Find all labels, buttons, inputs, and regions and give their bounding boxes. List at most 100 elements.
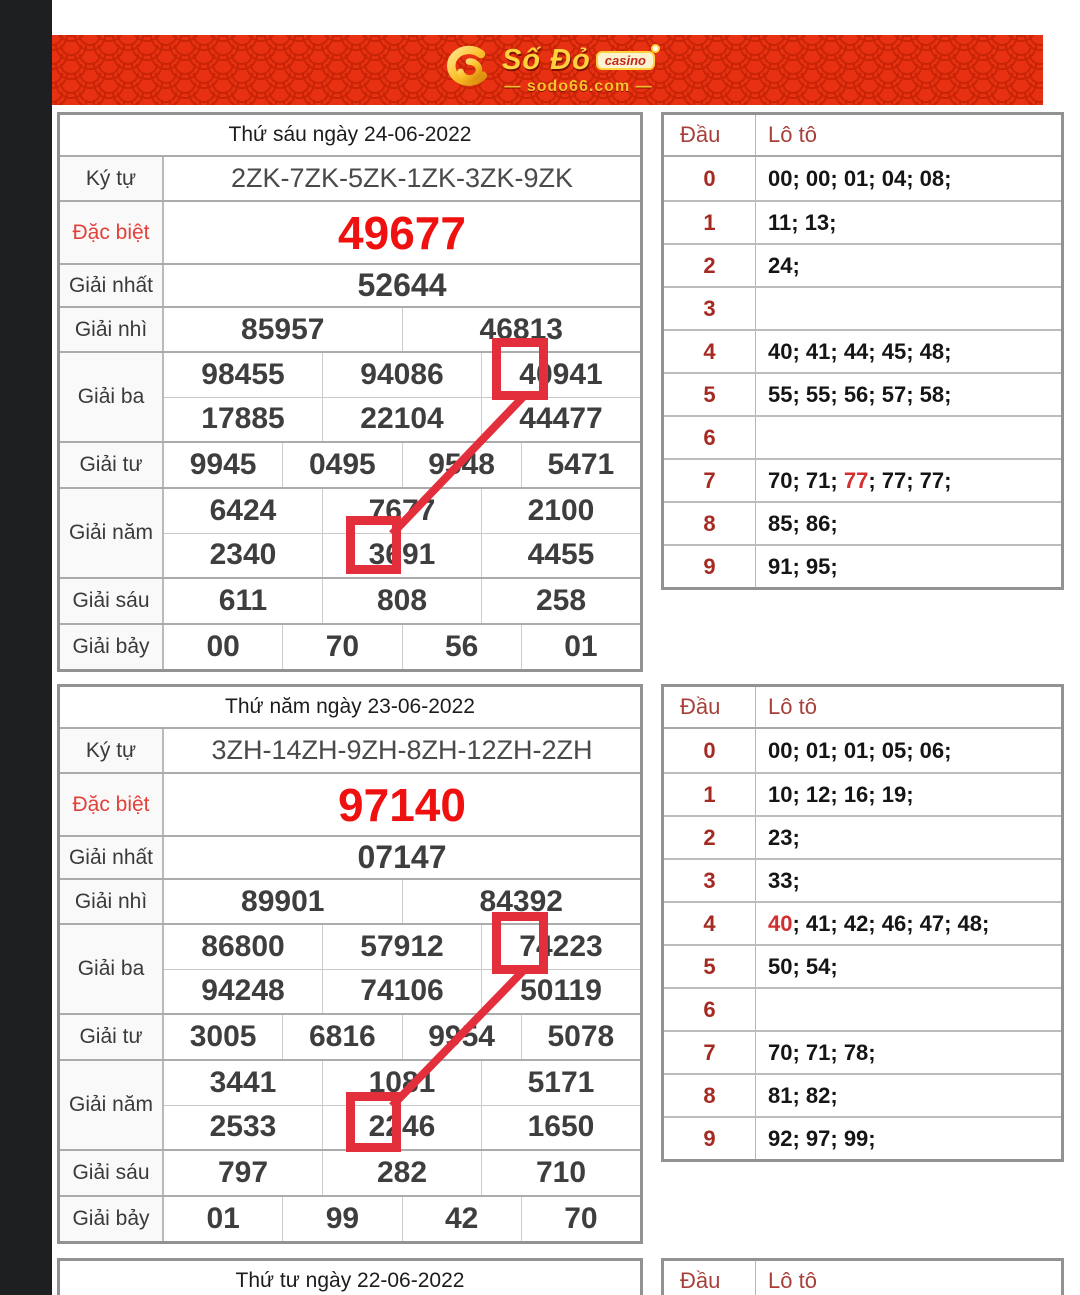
dau-digit: 0 bbox=[664, 729, 756, 772]
prize-cell: 99 bbox=[282, 1197, 401, 1241]
loto-text: 91; 95; bbox=[768, 553, 838, 579]
prize-label-dac-biet: Đặc biệt bbox=[60, 774, 164, 835]
loto-values: 24; bbox=[756, 245, 1061, 286]
loto-values: 85; 86; bbox=[756, 503, 1061, 544]
dau-digit: 1 bbox=[664, 774, 756, 815]
prize-cell: 4455 bbox=[481, 533, 640, 577]
brand-domain: — sodo66.com — bbox=[504, 77, 653, 95]
dau-loto-table-22-06: Đầu Lô tô bbox=[661, 1258, 1064, 1295]
prize-cell: 0495 bbox=[282, 443, 401, 487]
loto-text: 70; 71; 78; bbox=[768, 1039, 876, 1065]
loto-values: 00; 01; 01; 05; 06; bbox=[756, 729, 1061, 772]
dau-row: 4 40; 41; 44; 45; 48; bbox=[664, 329, 1061, 372]
prize-cell: 3005 bbox=[189, 1020, 257, 1053]
dau-header-label: Đầu bbox=[664, 1261, 756, 1295]
highlight-box bbox=[492, 912, 548, 974]
row-giai-tu: Giải tư 3005 6816 9954 5078 bbox=[60, 1013, 640, 1059]
dau-row: 9 92; 97; 99; bbox=[664, 1116, 1061, 1159]
draw-date-text: Thứ năm ngày 23-06-2022 bbox=[225, 695, 475, 718]
loto-values: 70; 71; 77; 77; 77; bbox=[756, 460, 1061, 501]
prize-label-giai-tu: Giải tư bbox=[60, 443, 164, 487]
loto-values: 70; 71; 78; bbox=[756, 1032, 1061, 1073]
prize-label-giai-bay: Giải bảy bbox=[60, 1197, 164, 1241]
dau-row: 7 70; 71; 78; bbox=[664, 1030, 1061, 1073]
dau-digit: 6 bbox=[664, 417, 756, 458]
row-giai-nhat: Giải nhất 07147 bbox=[60, 835, 640, 878]
dau-header-label: Đầu bbox=[664, 687, 756, 727]
dau-row: 5 55; 55; 56; 57; 58; bbox=[664, 372, 1061, 415]
loto-text-red: 77 bbox=[843, 467, 869, 493]
dau-row: 6 bbox=[664, 415, 1061, 458]
prize-cell: 22104 bbox=[322, 397, 481, 441]
loto-text: 40; 41; 44; 45; 48; bbox=[768, 338, 952, 364]
dau-loto-table-23-06: Đầu Lô tô 0 00; 01; 01; 05; 06; 1 10; 12; … bbox=[661, 684, 1064, 1162]
dac-biet-value: 97140 bbox=[338, 778, 466, 831]
loto-text: 85; 86; bbox=[768, 510, 838, 536]
prize-cell: 56 bbox=[401, 625, 521, 669]
prize-cell: 57912 bbox=[322, 925, 481, 969]
prize-label-dac-biet: Đặc biệt bbox=[60, 202, 164, 263]
dau-digit: 2 bbox=[664, 245, 756, 286]
prize-cell: 5471 bbox=[520, 443, 640, 487]
highlight-box bbox=[346, 1092, 401, 1152]
dau-row: 1 10; 12; 16; 19; bbox=[664, 772, 1061, 815]
brand-swirl-icon bbox=[447, 45, 488, 86]
prize-cell: 9954 bbox=[401, 1015, 521, 1059]
row-giai-nhi: Giải nhì 85957 46813 bbox=[60, 306, 640, 351]
prize-label-giai-ba: Giải ba bbox=[60, 353, 164, 441]
prize-cell: 2533 bbox=[209, 1110, 277, 1144]
prize-cell: 70 bbox=[282, 625, 401, 669]
prize-cell: 282 bbox=[322, 1151, 481, 1195]
row-ky-tu: Ký tự 2ZK-7ZK-5ZK-1ZK-3ZK-9ZK bbox=[60, 155, 640, 200]
dau-digit: 9 bbox=[664, 1118, 756, 1159]
prize-label-giai-nhat: Giải nhất bbox=[60, 265, 164, 306]
loto-values: 11; 13; bbox=[756, 202, 1061, 243]
prize-label-ky-tu: Ký tự bbox=[60, 729, 164, 772]
prize-label-giai-ba: Giải ba bbox=[60, 925, 164, 1013]
dau-digit: 0 bbox=[664, 157, 756, 200]
loto-text: ; 77; 77; bbox=[868, 467, 952, 493]
prize-label-giai-nhi: Giải nhì bbox=[60, 308, 164, 351]
prize-cell: 2100 bbox=[481, 489, 640, 533]
prize-cell: 07147 bbox=[357, 839, 447, 875]
draw-date: Thứ năm ngày 23-06-2022 bbox=[60, 687, 640, 727]
row-giai-bay: Giải bảy 01 99 42 70 bbox=[60, 1195, 640, 1241]
brand-banner[interactable]: Số Đỏ casino — sodo66.com — bbox=[52, 35, 1043, 105]
row-ky-tu: Ký tự 3ZH-14ZH-9ZH-8ZH-12ZH-2ZH bbox=[60, 727, 640, 772]
dau-digit: 3 bbox=[664, 288, 756, 329]
prize-cell: 42 bbox=[401, 1197, 521, 1241]
prize-label-giai-sau: Giải sáu bbox=[60, 1151, 164, 1195]
prize-cell: 94248 bbox=[201, 974, 285, 1008]
loto-text: 11; 13; bbox=[768, 209, 837, 235]
prize-cell: 3441 bbox=[209, 1065, 277, 1099]
draw-date-text: Thứ tư ngày 22-06-2022 bbox=[235, 1269, 465, 1292]
brand-text: Số Đỏ casino — sodo66.com — bbox=[502, 43, 660, 95]
prize-cell: 710 bbox=[481, 1151, 640, 1195]
prize-cell: 9548 bbox=[401, 443, 521, 487]
dau-digit: 2 bbox=[664, 817, 756, 858]
row-giai-bay: Giải bảy 00 70 56 01 bbox=[60, 623, 640, 669]
result-table-22-06: Thứ tư ngày 22-06-2022 bbox=[57, 1258, 643, 1295]
highlight-box bbox=[346, 516, 401, 574]
loto-text: 23; bbox=[768, 824, 800, 850]
prize-cell: 00 bbox=[206, 630, 240, 663]
dau-row: 2 24; bbox=[664, 243, 1061, 286]
loto-text: 81; 82; bbox=[768, 1082, 838, 1108]
prize-cell: 2340 bbox=[209, 538, 277, 572]
loto-values: 40; 41; 42; 46; 47; 48; bbox=[756, 903, 1061, 944]
dau-header-label: Đầu bbox=[664, 115, 756, 155]
dau-digit: 8 bbox=[664, 1075, 756, 1116]
dau-row: 0 00; 01; 01; 05; 06; bbox=[664, 729, 1061, 772]
loto-text: 00; 01; 01; 05; 06; bbox=[768, 737, 952, 763]
side-letterbox bbox=[0, 0, 52, 1295]
loto-text: 24; bbox=[768, 252, 800, 278]
loto-header-label: Lô tô bbox=[768, 694, 817, 719]
result-table-24-06: Thứ sáu ngày 24-06-2022 Ký tự 2ZK-7ZK-5Z… bbox=[57, 112, 643, 672]
prize-cell: 74106 bbox=[322, 969, 481, 1013]
prize-cell: 52644 bbox=[357, 267, 447, 303]
dau-digit: 5 bbox=[664, 946, 756, 987]
highlight-box bbox=[492, 338, 548, 400]
row-giai-nhi: Giải nhì 89901 84392 bbox=[60, 878, 640, 923]
loto-values: 40; 41; 44; 45; 48; bbox=[756, 331, 1061, 372]
brand-logo: Số Đỏ casino — sodo66.com — bbox=[440, 42, 660, 98]
